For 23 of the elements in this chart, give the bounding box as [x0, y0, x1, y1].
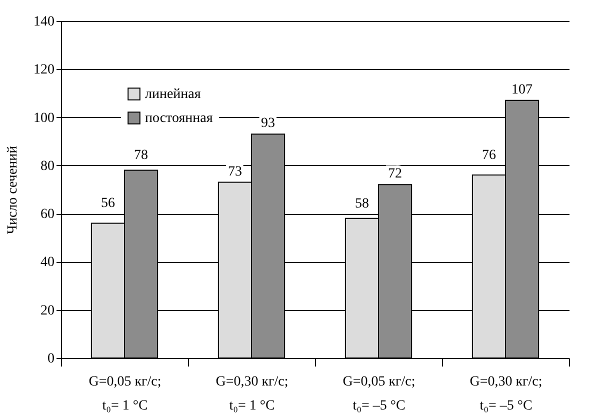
- data-label: 76: [482, 148, 496, 164]
- legend-label: линейная: [145, 87, 202, 102]
- y-tick-label: 0: [48, 352, 54, 366]
- data-label: 73: [228, 164, 242, 180]
- x-tick-label: G=0,05 кг/с; t₀= 1 °C: [88, 374, 162, 413]
- y-axis-title: Число сечений: [6, 145, 20, 234]
- y-tick-label: 120: [34, 62, 54, 78]
- data-label: 78: [134, 148, 148, 164]
- x-tick-label: G=0,05 кг/с; t₀= –5 °C: [342, 374, 416, 413]
- y-tick-label: 140: [34, 14, 54, 30]
- data-label: 56: [100, 196, 115, 212]
- data-label: 72: [388, 166, 402, 182]
- y-tick-label: 20: [40, 303, 54, 318]
- legend-label: постоянная: [145, 111, 214, 126]
- x-tick-label: G=0,30 кг/с; t₀= 1 °C: [216, 374, 288, 413]
- x-tick-label: G=0,30 кг/с; t₀= –5 °C: [470, 374, 542, 413]
- y-tick-label: 80: [40, 158, 54, 174]
- y-tick-label: 40: [40, 255, 54, 270]
- y-tick-label: 100: [34, 110, 54, 126]
- y-tick-label: 60: [40, 207, 54, 222]
- data-label: 107: [512, 82, 533, 98]
- data-label: 93: [261, 116, 276, 132]
- data-label: 58: [354, 196, 369, 212]
